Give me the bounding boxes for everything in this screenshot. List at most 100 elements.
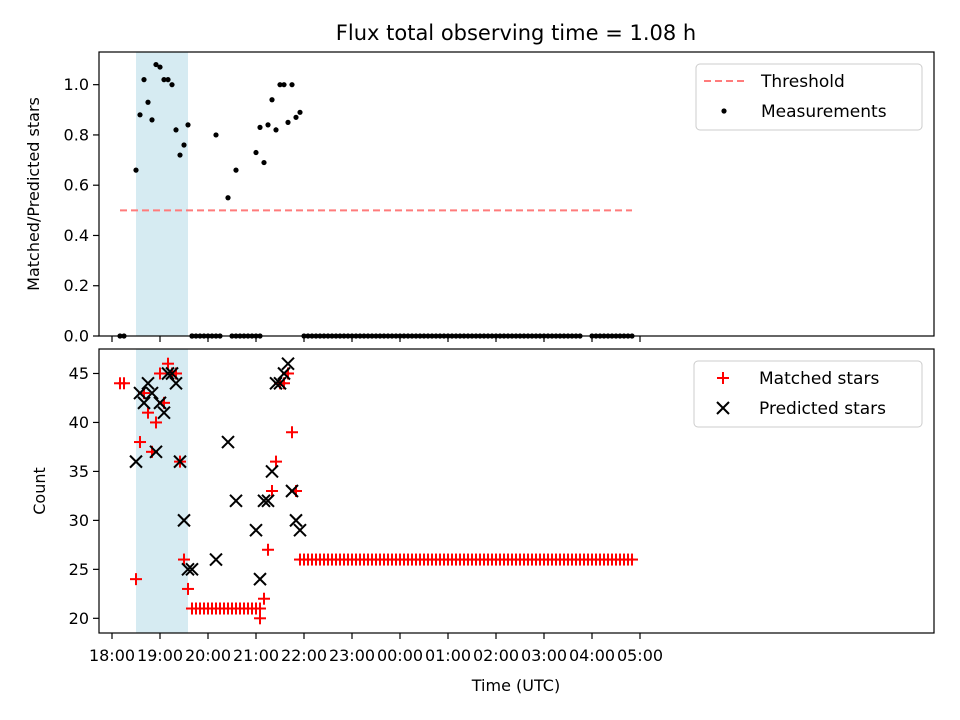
y-tick-label: 20 bbox=[69, 609, 89, 628]
y-tick-label: 45 bbox=[69, 364, 89, 383]
legend-predicted-swatch bbox=[716, 401, 730, 415]
predicted-star-marker bbox=[177, 513, 191, 528]
top-y-axis-label: Matched/Predicted stars bbox=[24, 97, 43, 291]
predicted-star-marker bbox=[269, 376, 283, 390]
predicted-star-marker bbox=[157, 405, 171, 420]
legend-matched-swatch bbox=[717, 372, 729, 384]
matched-star-marker bbox=[178, 553, 190, 566]
predicted-star-marker bbox=[209, 552, 223, 567]
predicted-star-marker bbox=[221, 435, 235, 449]
measurement-point bbox=[165, 77, 171, 83]
predicted-star-marker bbox=[281, 356, 295, 371]
y-tick-label: 0.6 bbox=[64, 176, 89, 195]
legend-matched-label: Matched stars bbox=[759, 369, 879, 389]
top-legend: Threshold Measurements bbox=[695, 63, 923, 131]
y-tick-label: 35 bbox=[69, 462, 89, 481]
y-tick-label: 0.4 bbox=[64, 226, 89, 245]
measurement-point bbox=[149, 117, 155, 123]
measurement-point bbox=[157, 64, 163, 70]
predicted-star-marker bbox=[161, 366, 175, 381]
predicted-star-marker bbox=[137, 396, 151, 410]
predicted-star-marker bbox=[277, 366, 291, 381]
y-tick-label: 0.0 bbox=[64, 327, 89, 346]
bottom-legend: Matched stars Predicted stars bbox=[693, 360, 923, 428]
predicted-star-marker bbox=[141, 376, 155, 390]
y-tick-label: 0.2 bbox=[64, 276, 89, 295]
measurement-point bbox=[185, 122, 191, 128]
measurement-point bbox=[173, 127, 179, 133]
top-legend-box bbox=[695, 63, 923, 131]
x-tick-label: 00:00 bbox=[377, 646, 423, 665]
x-tick-label: 22:00 bbox=[281, 646, 327, 665]
chart-title: Flux total observing time = 1.08 h bbox=[336, 21, 696, 45]
predicted-star-marker bbox=[229, 494, 243, 508]
matched-star-marker bbox=[286, 426, 298, 439]
measurement-point bbox=[145, 99, 151, 105]
measurement-point bbox=[169, 82, 175, 88]
measurement-point bbox=[133, 167, 139, 173]
measurement-point bbox=[225, 195, 231, 201]
predicted-star-marker bbox=[145, 386, 159, 400]
legend-predicted-label: Predicted stars bbox=[759, 399, 886, 419]
predicted-star-marker bbox=[293, 523, 307, 537]
top-plot-frame bbox=[98, 51, 935, 337]
predicted-star-marker bbox=[257, 494, 271, 508]
bottom-y-axis-label: Count bbox=[30, 467, 49, 515]
legend-measurements-swatch bbox=[721, 108, 727, 114]
bottom-panel: 20 25 30 35 40 45 18:00 19:00 20:00 21:00 22:00 23… bbox=[30, 348, 935, 695]
measurement-point bbox=[181, 142, 187, 148]
measurement-point bbox=[141, 77, 147, 83]
measurement-point bbox=[257, 124, 263, 130]
top-panel: 0.0 0.2 0.4 0.6 0.8 1.0 Matched/Predicted sta… bbox=[24, 51, 935, 346]
measurement-point bbox=[233, 167, 239, 173]
top-y-ticks: 0.0 0.2 0.4 0.6 0.8 1.0 bbox=[64, 75, 99, 346]
predicted-star-marker bbox=[185, 562, 199, 577]
y-tick-label: 30 bbox=[69, 511, 89, 530]
bottom-marks bbox=[114, 356, 638, 625]
measurement-point bbox=[213, 132, 219, 138]
x-tick-label: 23:00 bbox=[329, 646, 375, 665]
matched-star-marker bbox=[134, 436, 146, 449]
y-tick-label: 0.8 bbox=[64, 125, 89, 144]
x-axis-label: Time (UTC) bbox=[471, 676, 560, 695]
predicted-star-marker bbox=[165, 366, 179, 381]
legend-measurements-label: Measurements bbox=[761, 102, 887, 122]
top-x-ticks bbox=[111, 336, 641, 342]
predicted-star-marker bbox=[285, 484, 299, 498]
predicted-star-marker bbox=[149, 445, 163, 459]
x-tick-label: 19:00 bbox=[137, 646, 183, 665]
x-tick-label: 21:00 bbox=[233, 646, 279, 665]
predicted-star-marker bbox=[253, 572, 267, 586]
measurement-point bbox=[137, 112, 143, 118]
top-shaded-interval bbox=[136, 52, 188, 336]
measurement-point bbox=[281, 82, 287, 88]
bottom-legend-box bbox=[693, 360, 923, 428]
predicted-star-marker bbox=[265, 464, 279, 479]
bottom-y-ticks: 20 25 30 35 40 45 bbox=[69, 364, 99, 628]
predicted-star-marker bbox=[133, 386, 147, 400]
matched-star-marker bbox=[130, 573, 142, 586]
matched-star-marker bbox=[182, 582, 194, 595]
predicted-star-marker bbox=[261, 494, 275, 508]
matched-star-marker bbox=[258, 592, 270, 605]
y-tick-label: 1.0 bbox=[64, 75, 89, 94]
predicted-star-marker bbox=[181, 562, 195, 577]
y-tick-label: 25 bbox=[69, 560, 89, 579]
measurement-point bbox=[293, 114, 299, 120]
predicted-star-marker bbox=[129, 454, 143, 469]
matched-star-marker bbox=[626, 553, 638, 566]
bottom-x-ticks: 18:00 19:00 20:00 21:00 22:00 23:00 00:00 01:00… bbox=[89, 633, 663, 665]
matched-star-marker bbox=[254, 602, 266, 615]
predicted-star-marker bbox=[169, 376, 183, 390]
predicted-star-marker bbox=[249, 523, 263, 537]
x-tick-label: 01:00 bbox=[425, 646, 471, 665]
measurement-point bbox=[277, 82, 283, 88]
measurement-point bbox=[269, 97, 275, 103]
matched-star-marker bbox=[162, 357, 174, 370]
x-tick-label: 03:00 bbox=[521, 646, 567, 665]
measurement-point bbox=[153, 61, 159, 68]
x-tick-label: 20:00 bbox=[185, 646, 231, 665]
x-tick-label: 04:00 bbox=[569, 646, 615, 665]
bottom-plot-frame bbox=[98, 348, 935, 634]
